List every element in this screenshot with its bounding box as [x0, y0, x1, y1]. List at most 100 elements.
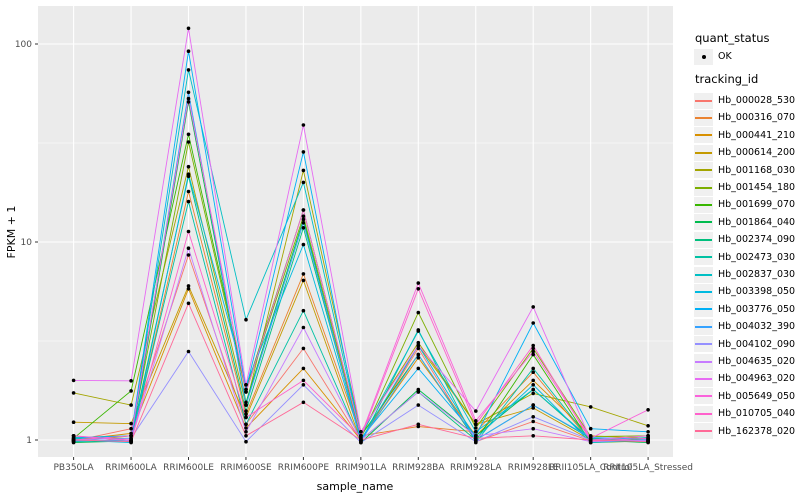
data-point: [531, 434, 535, 438]
data-point: [244, 412, 248, 417]
data-point: [531, 378, 535, 383]
data-point: [186, 132, 191, 137]
x-tick-label: RRIM600LE: [163, 463, 214, 473]
chart-layer: 1 10 100 PB350LA RRIM600LA RRIM600LE RRIM600SE…: [15, 6, 693, 473]
data-point: [186, 68, 191, 72]
data-point: [186, 140, 191, 144]
data-point: [416, 366, 421, 371]
data-point: [588, 426, 593, 431]
data-point: [186, 287, 191, 291]
data-point: [244, 426, 248, 430]
data-point: [301, 217, 306, 222]
data-point: [186, 349, 191, 354]
data-point: [186, 301, 191, 306]
data-point: [531, 426, 535, 431]
data-point: [301, 383, 306, 387]
data-point: [359, 440, 363, 445]
data-point: [474, 434, 478, 438]
data-point: [244, 317, 248, 322]
data-point: [301, 180, 306, 185]
data-point: [186, 253, 191, 257]
data-point: [416, 352, 421, 357]
data-point: [531, 387, 535, 392]
data-point: [244, 439, 248, 444]
x-tick-label: RRIM928LE: [508, 463, 559, 473]
data-point: [301, 214, 306, 218]
data-point: [301, 150, 306, 154]
data-point: [474, 419, 478, 423]
data-point: [186, 172, 191, 176]
data-point: [646, 439, 650, 444]
data-point: [531, 419, 535, 424]
data-point: [71, 378, 76, 383]
data-point: [646, 436, 650, 441]
data-point: [416, 390, 421, 394]
data-point: [359, 430, 363, 434]
data-point: [588, 438, 593, 442]
data-point: [301, 346, 306, 351]
data-point: [186, 284, 191, 288]
data-point: [301, 400, 306, 405]
data-point: [186, 100, 191, 104]
data-point: [474, 430, 478, 434]
data-point: [531, 352, 535, 357]
data-point: [244, 403, 248, 407]
data-point: [474, 439, 478, 444]
data-point: [416, 346, 421, 351]
x-tick-label: RRIM928LA: [450, 463, 502, 473]
y-tick-label: 100: [15, 40, 32, 50]
data-point: [129, 379, 133, 383]
data-point: [71, 434, 76, 438]
data-point: [416, 287, 421, 291]
data-point: [301, 325, 306, 330]
data-point: [359, 438, 363, 442]
data-point: [186, 26, 191, 31]
data-point: [416, 329, 421, 333]
x-tick-label: RRIM928BA: [392, 463, 445, 473]
data-point: [129, 439, 133, 444]
data-point: [129, 389, 133, 393]
data-point: [359, 435, 363, 440]
data-point: [301, 221, 306, 225]
data-point: [129, 434, 133, 438]
data-point: [531, 383, 535, 387]
x-tick-label: RRII105LA_Control: [549, 463, 632, 473]
data-point: [474, 426, 478, 430]
data-point: [531, 391, 535, 396]
y-axis-title: FPKM + 1: [5, 206, 18, 259]
data-point: [474, 422, 478, 427]
data-point: [186, 90, 191, 95]
data-point: [301, 242, 306, 247]
plot-panel: [38, 6, 673, 457]
data-point: [71, 420, 76, 425]
data-point: [244, 383, 248, 387]
x-axis-title: sample_name: [317, 480, 394, 493]
data-point: [244, 434, 248, 438]
y-tick-label: 10: [21, 238, 33, 248]
data-point: [531, 346, 535, 351]
data-point: [244, 415, 248, 420]
data-point: [186, 189, 191, 194]
data-point: [531, 403, 535, 407]
data-point: [416, 343, 421, 348]
data-point: [474, 409, 478, 413]
data-point: [301, 168, 306, 173]
data-point: [186, 246, 191, 250]
x-tick-label: RRIM600LA: [105, 463, 157, 473]
data-point: [646, 408, 650, 412]
data-point: [129, 421, 133, 426]
y-tick-label: 1: [26, 436, 32, 446]
x-tick-label: RRIM600PE: [278, 463, 330, 473]
data-point: [531, 366, 535, 371]
data-point: [301, 226, 306, 230]
data-point: [244, 409, 248, 413]
x-tick-label: RRII105LA_Stressed: [603, 463, 693, 473]
data-point: [301, 278, 306, 283]
data-point: [129, 403, 133, 407]
data-point: [244, 400, 248, 405]
data-point: [301, 308, 306, 313]
data-point: [301, 123, 306, 127]
data-point: [71, 391, 76, 395]
